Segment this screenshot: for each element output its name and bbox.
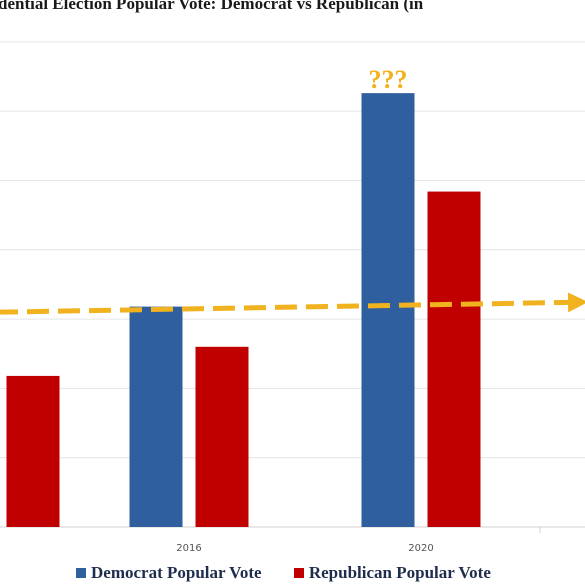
legend-swatch-republican [293,568,304,578]
legend-label-democrat: Democrat Popular Vote [91,563,262,582]
legend-item-democrat: Democrat Popular Vote [76,563,262,583]
x-tick-label-2016: 2016 [176,543,201,554]
x-tick-label-2020: 2020 [408,543,433,554]
legend-item-republican: Republican Popular Vote [293,563,491,583]
legend-swatch-democrat [76,568,86,578]
bar-democrat-popular-vote-2020 [361,93,415,528]
gridlines [0,41,585,533]
reference-line [0,292,585,315]
bar-republican-popular-vote-2020 [427,191,481,528]
annotation-question-marks: ??? [369,65,408,94]
bar-democrat-popular-vote-2016 [129,306,183,527]
reference-line-layer [0,292,585,315]
tick-labels: 2016 2020??? [176,65,433,554]
legend-label-republican: Republican Popular Vote [308,563,491,582]
bar-republican-popular-vote-c0 [6,375,60,527]
legend: Democrat Popular Vote Republican Popular… [76,563,519,583]
bar-republican-popular-vote-2016 [195,346,249,527]
bars [6,93,481,528]
chart-title: dential Election Popular Vote: Democrat … [0,0,424,13]
